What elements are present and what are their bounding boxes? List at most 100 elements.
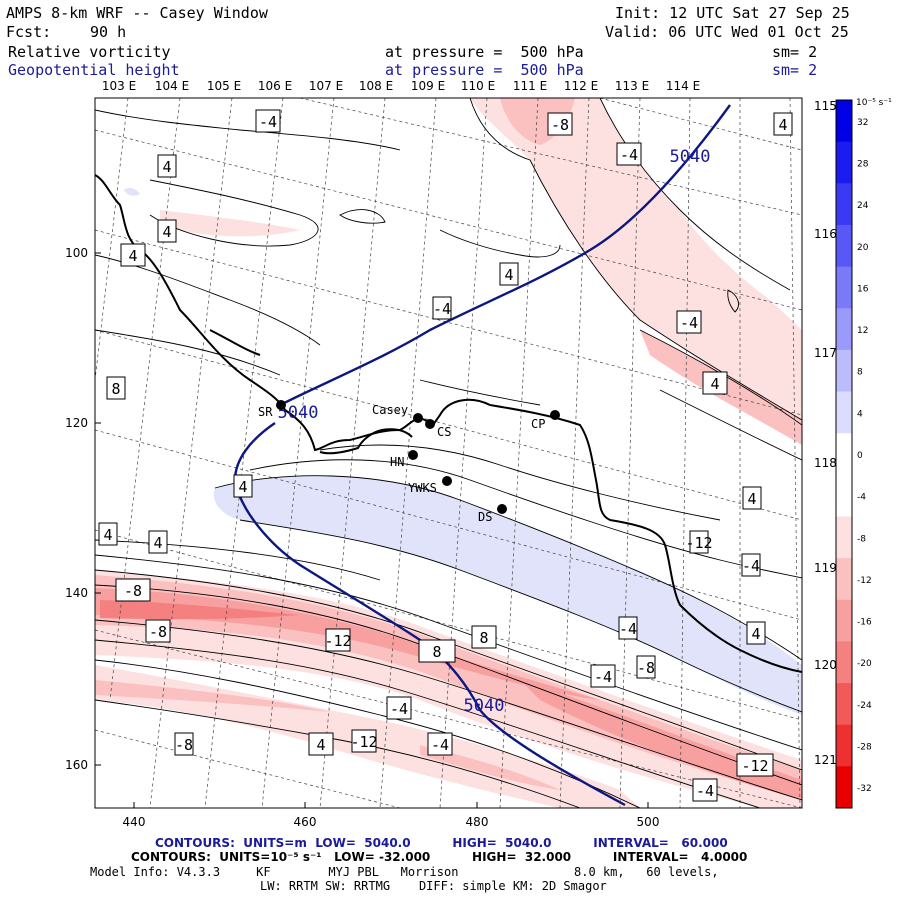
vort-label: 4 [128,247,137,265]
colorbar-swatch [836,224,852,268]
vort-label: -8 [175,736,193,754]
vort-label: 4 [751,625,760,643]
vort-label: -12 [324,632,351,650]
vort-label: -4 [259,113,277,131]
colorbar-tick-label: 12 [857,326,868,336]
svg-text:114 E: 114 E [666,79,700,93]
vort-label: 4 [504,266,513,284]
vort-label: 8 [432,643,441,661]
colorbar-swatch [836,100,852,143]
svg-text:500: 500 [637,815,660,829]
colorbar-swatch [836,308,852,351]
vort-label: 4 [316,736,325,754]
footer-vort-contours: CONTOURS: UNITS=10⁻⁵ s⁻¹ LOW= -32.000 HI… [131,850,748,864]
height-label: 5040 [278,403,319,423]
vort-label: -12 [685,534,712,552]
left-labels: 100 120 140 160 [65,246,88,772]
station-label: Casey [372,403,408,417]
footer-model-info: Model Info: V4.3.3 KF MYJ PBL Morrison 8… [90,865,719,879]
vort-label: -4 [431,736,449,754]
svg-text:113 E: 113 E [615,79,649,93]
top-lon-labels: 103 E 104 E 105 E 106 E 107 E 108 E 109 … [102,79,700,93]
svg-text:109 E: 109 E [411,79,445,93]
svg-text:106 E: 106 E [258,79,292,93]
field1-level: at pressure = 500 hPa [385,43,584,61]
vort-label: 4 [162,158,171,176]
colorbar-tick-label: 20 [857,243,869,253]
colorbar-swatch [836,599,852,642]
colorbar-legend: 32 28 24 20 16 12 8 4 0 -4 -8 -12 -16 -20 -24 -28 -32 [835,99,872,809]
footer-physics-info: LW: RRTM SW: RRTMG DIFF: simple KM: 2D S… [260,879,607,893]
svg-text:103 E: 103 E [102,79,136,93]
colorbar-frame [835,99,853,809]
svg-text:460: 460 [294,815,317,829]
vort-label: -8 [124,582,142,600]
vort-label: -12 [741,757,768,775]
init-time: Init: 12 UTC Sat 27 Sep 25 [615,4,850,22]
svg-text:110 E: 110 E [461,79,495,93]
footer-height-contours: CONTOURS: UNITS=m LOW= 5040.0 HIGH= 5040… [155,836,728,850]
colorbar-tick-label: -12 [857,576,872,586]
station-label: YWKS [408,481,437,495]
vort-label: -8 [149,623,167,641]
colorbar-tick-label: 4 [857,409,863,419]
colorbar-swatch [836,683,852,726]
svg-text:120: 120 [65,416,88,430]
vort-label: 4 [162,223,171,241]
colorbar-swatch [836,516,852,559]
vort-label: 4 [710,375,719,393]
field1-smoothing: sm= 2 [772,43,818,61]
station-dot [442,476,452,486]
vort-label: -4 [390,700,408,718]
stations: SR Casey CS CP HN YWKS DS [258,400,560,524]
station-label: SR [258,405,273,419]
colorbar-swatch [836,724,852,767]
svg-text:108 E: 108 E [359,79,393,93]
chart-title: AMPS 8-km WRF -- Casey Window [6,4,268,22]
svg-text:104 E: 104 E [155,79,189,93]
vort-label: -4 [619,620,637,638]
svg-text:105 E: 105 E [207,79,241,93]
station-label: DS [478,510,492,524]
svg-text:140: 140 [65,586,88,600]
vort-label: 4 [778,116,787,134]
field1-name: Relative vorticity [8,43,171,61]
height-label: 5040 [670,147,711,167]
vort-label: -12 [350,733,377,751]
colorbar-tick-label: -16 [857,618,872,628]
colorbar-unit: 10⁻⁵ s⁻¹ [856,98,892,108]
forecast-label: Fcst: [6,23,52,41]
colorbar-tick-label: -20 [857,659,872,669]
vort-label: 4 [153,534,162,552]
colorbar-tick-label: 24 [857,201,869,211]
colorbar-swatch [836,391,852,434]
forecast-hour: 90 h [90,23,127,41]
vort-label: -4 [433,300,451,318]
field2-smoothing: sm= 2 [772,61,818,79]
vort-label: 4 [103,526,112,544]
svg-text:111 E: 111 E [513,79,547,93]
svg-text:480: 480 [466,815,489,829]
svg-text:112 E: 112 E [564,79,598,93]
colorbar-tick-label: -28 [857,743,872,753]
station-label: CS [437,425,451,439]
svg-text:160: 160 [65,758,88,772]
colorbar-tick-label: 32 [857,118,868,128]
colorbar-tick-label: 0 [857,451,863,461]
colorbar-tick-label: 16 [857,284,869,294]
vort-label: 4 [747,490,756,508]
svg-text:107 E: 107 E [309,79,343,93]
vort-label: -4 [742,557,760,575]
vort-label: 8 [111,380,120,398]
contour-labels: -4 -8 4 4 -4 4 4 4 -4 -4 4 8 4 [98,109,793,802]
colorbar-swatch [836,349,852,393]
colorbar-swatch [836,433,852,476]
field2-level: at pressure = 500 hPa [385,61,584,79]
station-dot [413,413,423,423]
colorbar-swatch [836,641,852,684]
colorbar-swatch [836,183,852,226]
station-dot [497,504,507,514]
station-dot [425,419,435,429]
station-dot [408,450,418,460]
colorbar-swatch [836,558,852,601]
